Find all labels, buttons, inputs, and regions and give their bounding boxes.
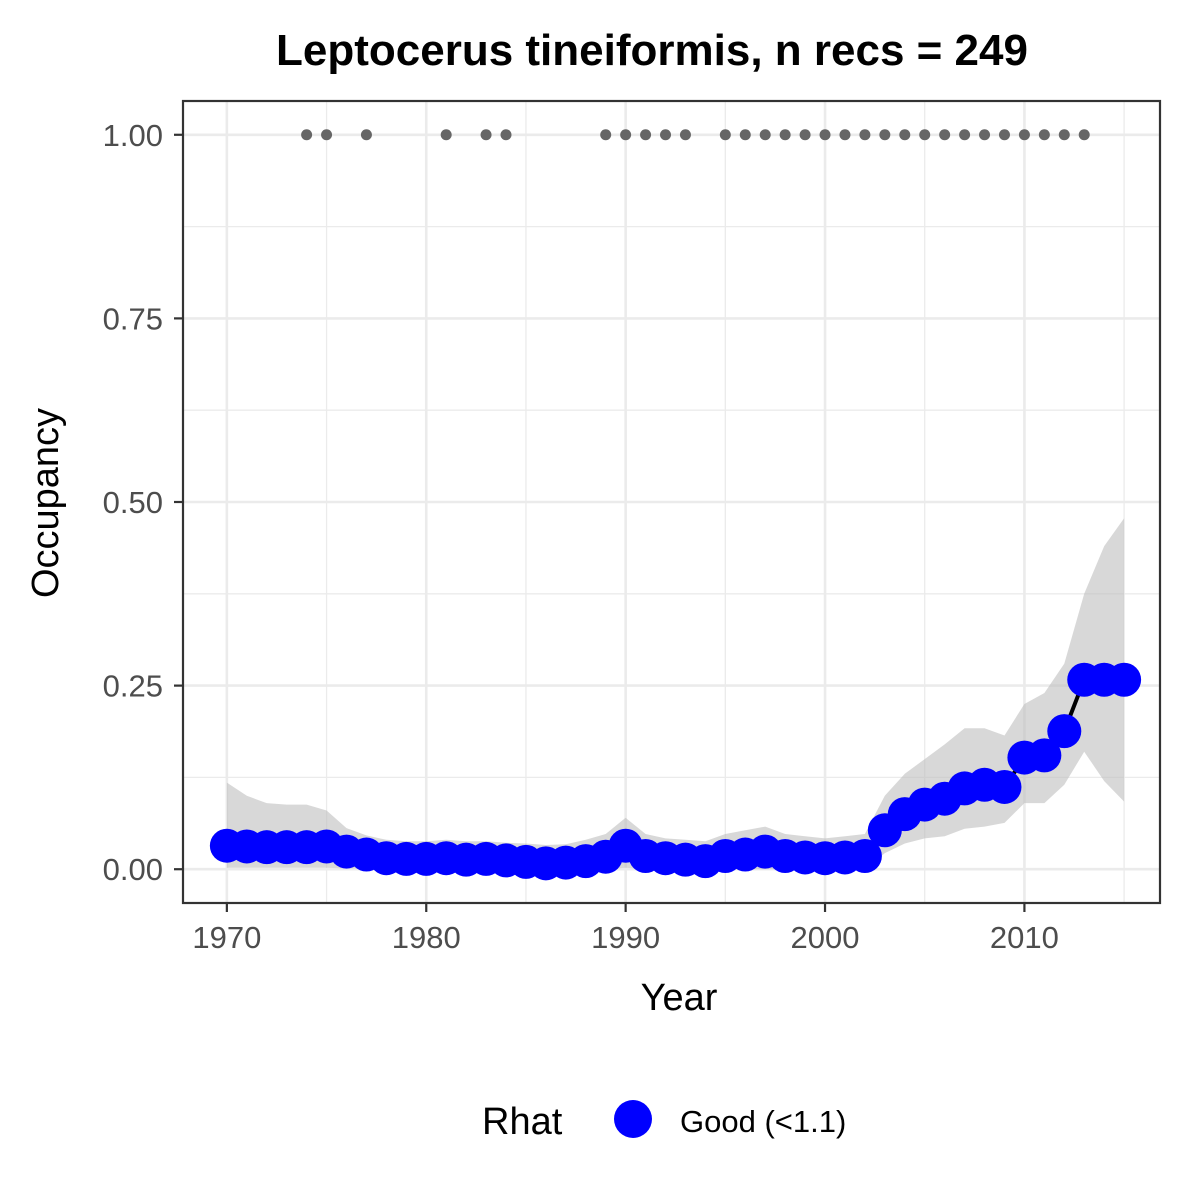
- record-point: [600, 129, 612, 141]
- record-point: [620, 129, 632, 141]
- legend-key-good: [614, 1100, 652, 1138]
- record-point: [819, 129, 831, 141]
- record-point: [480, 129, 492, 141]
- record-point: [500, 129, 512, 141]
- record-point: [1038, 129, 1050, 141]
- x-tick-label: 2010: [990, 920, 1059, 955]
- record-point: [440, 129, 452, 141]
- x-tick-label: 2000: [791, 920, 860, 955]
- x-tick-label: 1980: [392, 920, 461, 955]
- record-point: [859, 129, 871, 141]
- legend: Rhat Good (<1.1): [482, 1100, 846, 1143]
- record-point: [719, 129, 731, 141]
- record-point: [1058, 129, 1070, 141]
- record-point: [739, 129, 751, 141]
- record-point: [799, 129, 811, 141]
- record-point: [979, 129, 991, 141]
- data-point: [847, 838, 882, 873]
- x-tick-label: 1970: [192, 920, 261, 955]
- data-point: [987, 769, 1022, 804]
- y-tick-label: 0.25: [103, 669, 163, 704]
- y-tick-label: 0.50: [103, 485, 163, 520]
- record-point: [360, 129, 372, 141]
- chart-title: Leptocerus tineiformis, n recs = 249: [276, 26, 1028, 75]
- record-point: [779, 129, 791, 141]
- record-point: [839, 129, 851, 141]
- record-point: [939, 129, 951, 141]
- record-point: [640, 129, 652, 141]
- record-point: [301, 129, 313, 141]
- y-tick-label: 1.00: [103, 118, 163, 153]
- data-point: [1107, 662, 1142, 697]
- record-point: [1018, 129, 1030, 141]
- x-axis-title: Year: [641, 977, 718, 1019]
- y-tick-label: 0.00: [103, 852, 163, 887]
- y-axis-title: Occupancy: [25, 408, 67, 598]
- data-point: [1027, 738, 1062, 773]
- y-tick-label: 0.75: [103, 301, 163, 336]
- plot-panel: 1970 1980 1990 2000 2010 0.00 0.25 0.50 0.75 1.00: [103, 99, 1162, 955]
- legend-label-good: Good (<1.1): [680, 1104, 846, 1139]
- data-point: [1047, 714, 1082, 749]
- record-point: [679, 129, 691, 141]
- record-point: [879, 129, 891, 141]
- record-point: [321, 129, 333, 141]
- record-point: [660, 129, 672, 141]
- record-point: [1078, 129, 1090, 141]
- record-point: [998, 129, 1010, 141]
- record-point: [959, 129, 971, 141]
- confidence-ribbon: [226, 518, 1125, 870]
- legend-title: Rhat: [482, 1101, 563, 1143]
- x-tick-label: 1990: [591, 920, 660, 955]
- record-point: [759, 129, 771, 141]
- record-point: [899, 129, 911, 141]
- record-point: [919, 129, 931, 141]
